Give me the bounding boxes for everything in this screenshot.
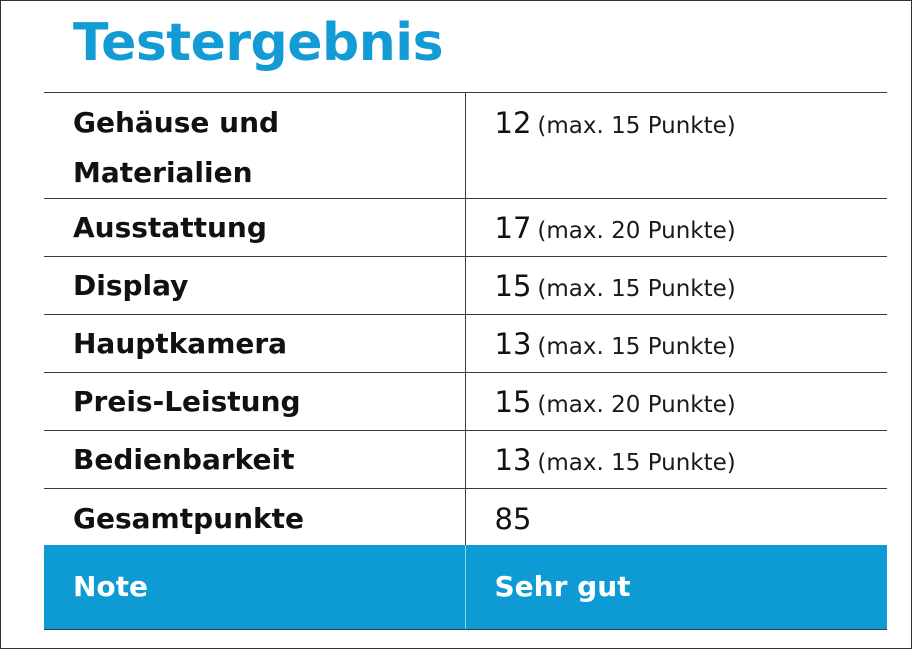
score-max: (max. 15 Punkte) (537, 334, 736, 360)
criterion-label: Hauptkamera (44, 314, 466, 373)
score-points: 17 (494, 211, 532, 245)
criterion-label: Materialien (73, 156, 253, 189)
score-cell: 17 (max. 20 Punkte) (465, 198, 887, 257)
criterion-label: Gehäuse und (73, 106, 280, 139)
score-points: 15 (494, 269, 532, 303)
table-row: Ausstattung 17 (max. 20 Punkte) (44, 198, 887, 257)
total-row: Gesamtpunkte 85 (44, 488, 887, 545)
criterion-cell: Gehäuse und Materialien (44, 92, 466, 199)
criterion-label: Preis-Leistung (44, 372, 466, 431)
criterion-label: Display (44, 256, 466, 315)
grade-label: Note (44, 545, 466, 630)
score-max: (max. 15 Punkte) (537, 113, 736, 139)
score-cell: 15 (max. 15 Punkte) (465, 256, 887, 315)
table-row: Bedienbarkeit 13 (max. 15 Punkte) (44, 430, 887, 489)
results-table: Gehäuse und Materialien 12 (max. 15 Punkt… (44, 92, 887, 630)
criterion-label: Ausstattung (44, 198, 466, 257)
score-cell: 13 (max. 15 Punkte) (465, 430, 887, 489)
score-points: 13 (494, 443, 532, 477)
table-row: Gehäuse und Materialien 12 (max. 15 Punkt… (44, 92, 887, 199)
score-points: 13 (494, 327, 532, 361)
page-title: Testergebnis (73, 13, 444, 73)
score-max: (max. 20 Punkte) (537, 218, 736, 244)
total-points: 85 (494, 502, 532, 536)
score-points: 15 (494, 385, 532, 419)
table-row: Display 15 (max. 15 Punkte) (44, 256, 887, 315)
total-value: 85 (465, 488, 887, 545)
table-row: Preis-Leistung 15 (max. 20 Punkte) (44, 372, 887, 431)
score-max: (max. 20 Punkte) (537, 392, 736, 418)
score-max: (max. 15 Punkte) (537, 276, 736, 302)
table-row: Hauptkamera 13 (max. 15 Punkte) (44, 314, 887, 373)
score-cell: 12 (max. 15 Punkte) (465, 92, 887, 199)
grade-row: Note Sehr gut (44, 545, 887, 630)
grade-value: Sehr gut (465, 545, 887, 630)
score-cell: 15 (max. 20 Punkte) (465, 372, 887, 431)
criterion-label: Bedienbarkeit (44, 430, 466, 489)
score-cell: 13 (max. 15 Punkte) (465, 314, 887, 373)
score-points: 12 (494, 106, 532, 140)
total-label: Gesamtpunkte (44, 488, 466, 545)
score-max: (max. 15 Punkte) (537, 450, 736, 476)
